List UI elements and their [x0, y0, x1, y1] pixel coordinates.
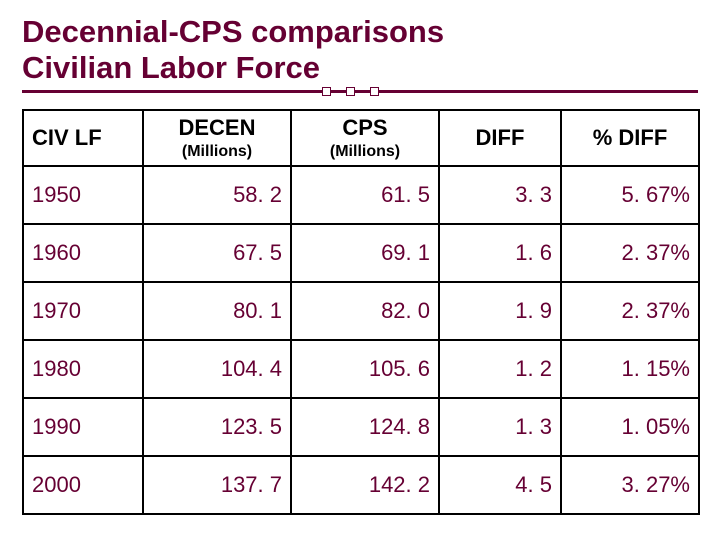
- cell-cps: 69. 1: [291, 224, 439, 282]
- table-header-row: CIV LF DECEN (Millions) CPS (Millions) D…: [23, 110, 699, 166]
- cell-diff: 1. 3: [439, 398, 561, 456]
- cell-pdiff: 5. 67%: [561, 166, 699, 224]
- underline-box-3: [370, 87, 379, 96]
- table-row: 1960 67. 5 69. 1 1. 6 2. 37%: [23, 224, 699, 282]
- cell-diff: 4. 5: [439, 456, 561, 514]
- table-row: 1980 104. 4 105. 6 1. 2 1. 15%: [23, 340, 699, 398]
- cell-decen: 104. 4: [143, 340, 291, 398]
- col-header-label: DIFF: [476, 125, 525, 150]
- cell-year: 2000: [23, 456, 143, 514]
- cell-decen: 58. 2: [143, 166, 291, 224]
- col-header-diff: DIFF: [439, 110, 561, 166]
- title-line-2: Civilian Labor Force: [22, 50, 320, 85]
- cell-diff: 3. 3: [439, 166, 561, 224]
- cell-cps: 82. 0: [291, 282, 439, 340]
- page-title: Decennial-CPS comparisons Civilian Labor…: [22, 14, 698, 85]
- col-header-label: CIV LF: [32, 125, 102, 150]
- title-underline: [22, 87, 698, 95]
- col-header-decen: DECEN (Millions): [143, 110, 291, 166]
- cell-diff: 1. 2: [439, 340, 561, 398]
- table-row: 1950 58. 2 61. 5 3. 3 5. 67%: [23, 166, 699, 224]
- col-header-sub: (Millions): [300, 143, 430, 161]
- col-header-pdiff: % DIFF: [561, 110, 699, 166]
- table-body: 1950 58. 2 61. 5 3. 3 5. 67% 1960 67. 5 …: [23, 166, 699, 514]
- title-line-1: Decennial-CPS comparisons: [22, 14, 444, 49]
- col-header-label: % DIFF: [593, 125, 668, 150]
- cell-cps: 142. 2: [291, 456, 439, 514]
- cell-decen: 123. 5: [143, 398, 291, 456]
- slide: Decennial-CPS comparisons Civilian Labor…: [0, 0, 720, 540]
- col-header-label: DECEN: [178, 115, 255, 140]
- cell-pdiff: 1. 15%: [561, 340, 699, 398]
- cell-pdiff: 2. 37%: [561, 282, 699, 340]
- cell-year: 1950: [23, 166, 143, 224]
- table-row: 1990 123. 5 124. 8 1. 3 1. 05%: [23, 398, 699, 456]
- data-table: CIV LF DECEN (Millions) CPS (Millions) D…: [22, 109, 700, 515]
- cell-year: 1970: [23, 282, 143, 340]
- cell-cps: 105. 6: [291, 340, 439, 398]
- cell-diff: 1. 9: [439, 282, 561, 340]
- table-row: 1970 80. 1 82. 0 1. 9 2. 37%: [23, 282, 699, 340]
- cell-pdiff: 3. 27%: [561, 456, 699, 514]
- underline-box-2: [346, 87, 355, 96]
- cell-pdiff: 2. 37%: [561, 224, 699, 282]
- cell-year: 1990: [23, 398, 143, 456]
- cell-decen: 67. 5: [143, 224, 291, 282]
- col-header-sub: (Millions): [152, 143, 282, 161]
- cell-decen: 80. 1: [143, 282, 291, 340]
- col-header-label: CPS: [342, 115, 387, 140]
- table-row: 2000 137. 7 142. 2 4. 5 3. 27%: [23, 456, 699, 514]
- cell-decen: 137. 7: [143, 456, 291, 514]
- cell-cps: 61. 5: [291, 166, 439, 224]
- table-head: CIV LF DECEN (Millions) CPS (Millions) D…: [23, 110, 699, 166]
- col-header-civlf: CIV LF: [23, 110, 143, 166]
- col-header-cps: CPS (Millions): [291, 110, 439, 166]
- cell-year: 1960: [23, 224, 143, 282]
- cell-cps: 124. 8: [291, 398, 439, 456]
- underline-box-1: [322, 87, 331, 96]
- underline-line: [22, 90, 698, 93]
- cell-pdiff: 1. 05%: [561, 398, 699, 456]
- cell-year: 1980: [23, 340, 143, 398]
- cell-diff: 1. 6: [439, 224, 561, 282]
